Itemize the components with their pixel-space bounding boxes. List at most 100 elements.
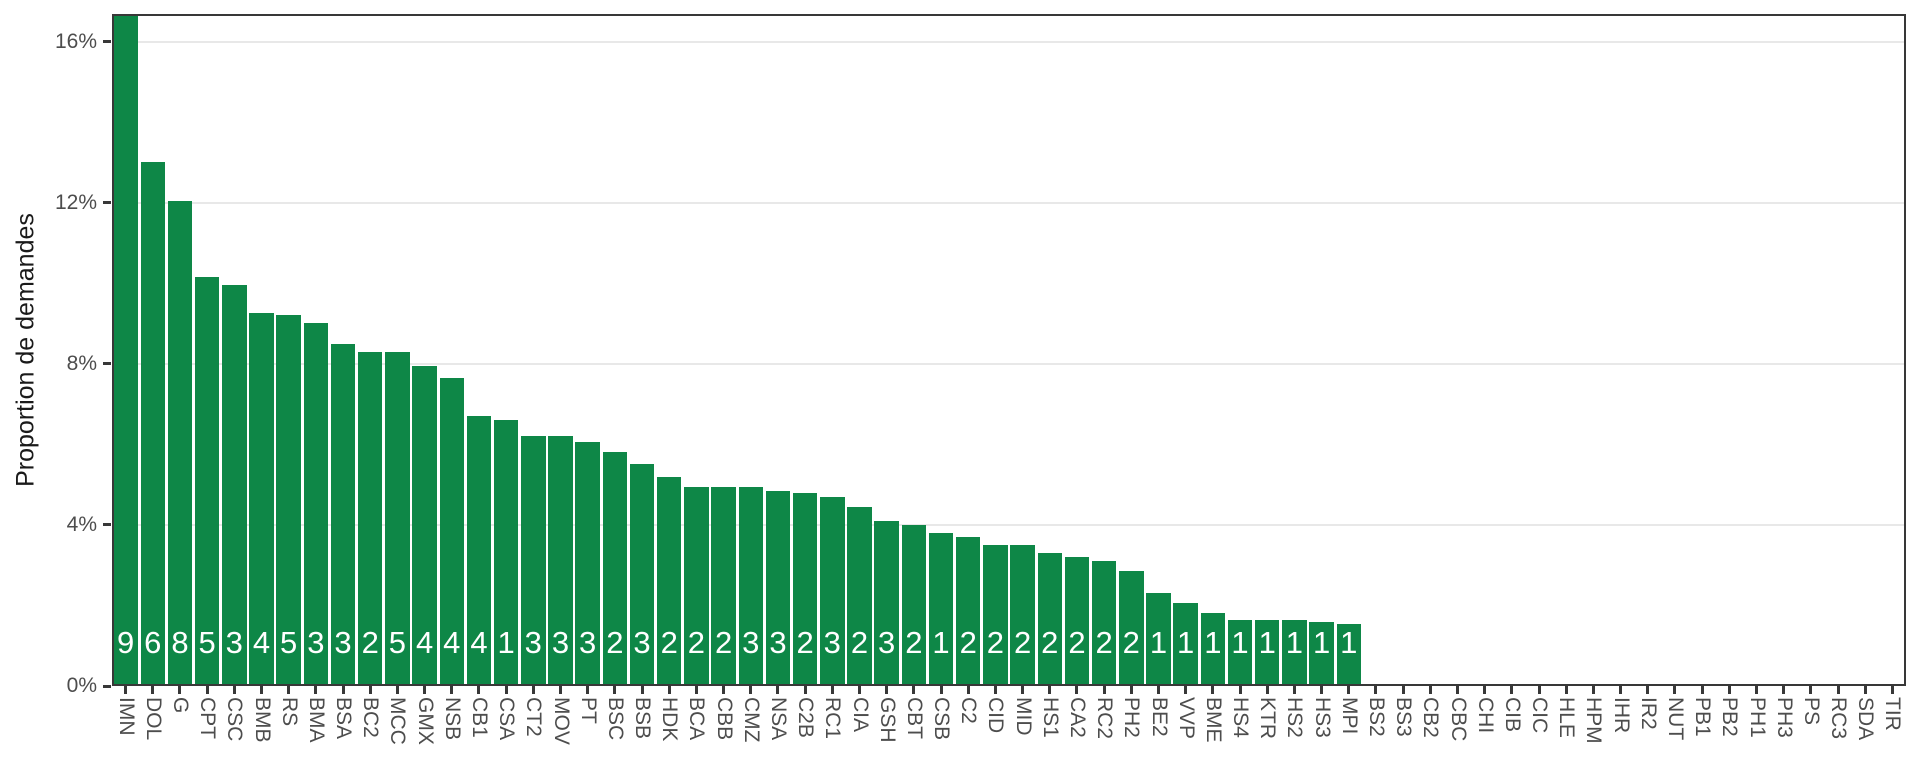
x-tick-label-text: IMN [114, 697, 138, 736]
bar-value-label: 3 [769, 625, 787, 660]
bar [765, 490, 791, 686]
x-axis-tick [1809, 686, 1813, 694]
x-tick-label-text: C2B [794, 697, 818, 738]
x-tick-label-text: HLE [1555, 697, 1579, 738]
x-tick-label-text: MCC [386, 697, 410, 745]
x-axis-tick [613, 686, 617, 694]
x-axis-tick [1483, 686, 1487, 694]
bar [955, 536, 981, 686]
x-tick-label-text: KTR [1256, 697, 1280, 739]
bar-value-label: 9 [116, 625, 135, 660]
x-tick-label-text: CB1 [467, 697, 491, 738]
x-axis-tick [939, 686, 943, 694]
x-axis-tick [1727, 686, 1731, 694]
bar-value-label: 1 [1340, 625, 1358, 660]
x-axis-tick [477, 686, 481, 694]
bar-value-label: 4 [443, 625, 461, 660]
x-axis-tick [260, 686, 263, 694]
x-axis-tick [1836, 686, 1840, 694]
x-axis-tick [1673, 686, 1677, 694]
bar [493, 420, 519, 686]
x-axis-tick [885, 686, 889, 694]
x-tick-label-text: HS4 [1229, 697, 1253, 738]
bar-value-label: 2 [606, 625, 624, 660]
x-tick-label-text: BE2 [1147, 697, 1171, 737]
x-tick-label-text: PB1 [1691, 697, 1715, 737]
x-tick-label-text: NUT [1663, 697, 1687, 741]
bar [303, 323, 329, 686]
bar-value-label: 3 [524, 625, 542, 660]
x-axis-tick [1129, 686, 1133, 694]
bar [412, 365, 437, 686]
x-tick-label-text: BS2 [1364, 697, 1388, 737]
bar-value-label: 2 [714, 625, 733, 660]
x-tick-label-text: CBT [902, 697, 926, 739]
x-tick-label: TIR [1881, 697, 1920, 731]
bar-value-label: 3 [551, 625, 570, 660]
x-axis-tick [1564, 686, 1568, 694]
x-tick-label-text: CB2 [1419, 697, 1443, 738]
bar-value-label: 1 [497, 625, 515, 660]
bar-value-label: 2 [986, 625, 1005, 660]
x-tick-label-text: CHI [1473, 697, 1497, 734]
x-tick-label-text: IR2 [1636, 697, 1660, 730]
y-tick-label: 12% [54, 190, 97, 214]
bar [1227, 619, 1253, 686]
x-axis-tick [912, 686, 916, 694]
x-tick-label-text: HPM [1582, 697, 1606, 744]
bar [194, 277, 220, 686]
x-tick-label-text: BCA [685, 697, 709, 741]
bar-value-label: 5 [280, 625, 298, 660]
y-tick-label: 4% [66, 512, 97, 536]
bar [928, 532, 954, 686]
x-axis-tick [586, 686, 590, 694]
x-tick-label-text: BME [1201, 697, 1225, 743]
bar [983, 545, 1008, 686]
bar [1064, 557, 1090, 686]
bar [439, 377, 464, 686]
x-axis-tick [749, 686, 753, 694]
x-axis-tick [1320, 686, 1324, 694]
x-axis-tick [1755, 686, 1758, 694]
bar [276, 315, 301, 686]
x-axis-tick [1401, 686, 1405, 694]
x-tick-label-text: CPT [196, 697, 220, 739]
x-tick-label-text: CIC [1528, 697, 1552, 734]
bar [1336, 623, 1361, 686]
x-tick-label-text: CSC [223, 697, 247, 742]
x-tick-label-text: BS3 [1392, 697, 1416, 737]
x-tick-label-text: RS [277, 697, 301, 727]
bar-value-label: 3 [633, 625, 651, 660]
bar [792, 492, 818, 686]
bar-value-label: 1 [932, 625, 950, 660]
x-tick-label-text: CID [984, 697, 1008, 734]
bar [738, 486, 763, 686]
bar-value-label: 3 [225, 625, 243, 660]
x-axis-tick [1619, 686, 1623, 694]
x-tick-label-text: CIB [1500, 697, 1524, 733]
x-axis-tick [1863, 686, 1867, 694]
bar [222, 285, 247, 686]
x-tick-label-text: PS [1799, 697, 1823, 726]
bar [1119, 571, 1144, 686]
bar-value-label: 1 [1231, 625, 1249, 660]
x-tick-label-text: IHR [1609, 697, 1633, 734]
x-tick-label-text: PH3 [1772, 697, 1796, 738]
x-axis-tick [205, 686, 209, 694]
x-tick-label-text: NSB [440, 697, 464, 741]
x-axis-tick [531, 686, 535, 694]
bar-value-label: 2 [660, 625, 678, 660]
x-axis-tick [559, 686, 562, 694]
x-tick-label-text: HS3 [1310, 697, 1334, 738]
bar [466, 416, 492, 686]
bar [1173, 603, 1198, 686]
x-tick-label-text: CIA [848, 697, 872, 733]
x-axis-tick [640, 686, 644, 694]
y-axis-tick [103, 684, 111, 688]
bar-value-label: 1 [1149, 625, 1168, 660]
x-tick-label-text: HS1 [1038, 697, 1062, 738]
bar-value-label: 3 [334, 625, 352, 660]
bar-value-label: 8 [171, 625, 189, 660]
x-axis-tick [124, 686, 128, 694]
x-axis-tick [341, 686, 345, 694]
